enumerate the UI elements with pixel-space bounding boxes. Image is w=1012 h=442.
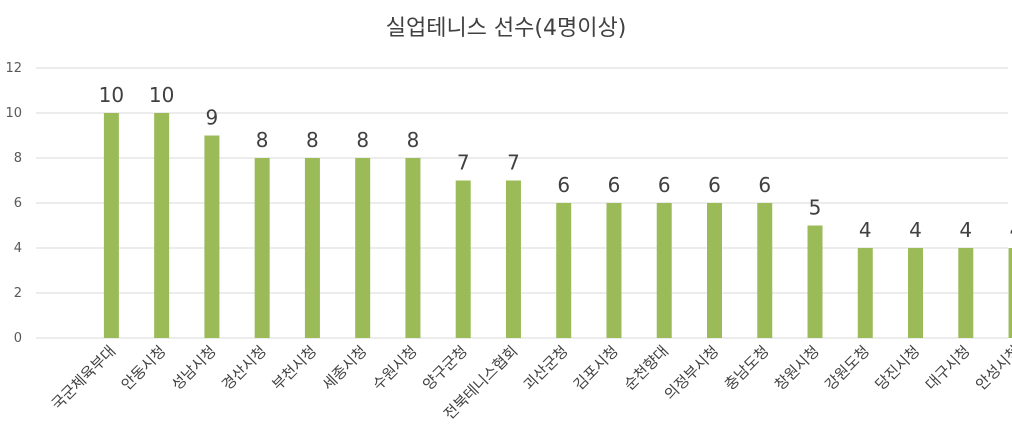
data-label: 6 (608, 173, 621, 197)
x-tick-label: 성남시청 (168, 342, 220, 394)
data-label: 8 (407, 128, 420, 152)
bar (355, 158, 371, 338)
data-label: 9 (206, 106, 219, 130)
bar (706, 203, 722, 338)
bar (455, 180, 471, 338)
x-tick-label: 충남도청 (721, 342, 773, 394)
y-tick-label: 12 (5, 61, 22, 76)
data-label: 4 (859, 218, 872, 242)
x-tick-label: 당진시청 (872, 342, 924, 394)
bar (807, 225, 823, 338)
data-label: 10 (149, 83, 174, 107)
y-tick-label: 6 (14, 196, 22, 211)
data-label: 6 (557, 173, 570, 197)
bars (103, 113, 1012, 338)
y-tick-label: 4 (14, 241, 22, 256)
gridlines (36, 67, 1008, 339)
bar (606, 203, 622, 338)
data-label: 4 (1010, 218, 1012, 242)
data-label: 4 (909, 218, 922, 242)
bar (204, 135, 220, 338)
bar (103, 113, 119, 338)
data-label: 6 (658, 173, 671, 197)
data-label: 8 (356, 128, 369, 152)
chart-title: 실업테니스 선수(4명이상) (385, 16, 627, 41)
data-label: 8 (256, 128, 269, 152)
x-tick-label: 세종시청 (319, 342, 371, 394)
bar (656, 203, 672, 338)
y-tick-label: 2 (14, 286, 22, 301)
x-axis-ticks: 국군체육부대안동시청성남시청경산시청부천시청세종시청수원시청양구군청전북테니스협… (48, 342, 1012, 423)
bar (958, 248, 974, 338)
bar (857, 248, 873, 338)
x-tick-label: 의정부시청 (661, 342, 723, 404)
data-label: 4 (959, 218, 972, 242)
bar (154, 113, 170, 338)
data-labels: 10 10 9 8 8 8 8 7 7 6 6 6 6 6 5 4 4 4 4 (99, 83, 1012, 242)
data-label: 7 (457, 151, 470, 175)
y-tick-label: 0 (14, 331, 22, 346)
x-tick-label: 안성시청 (972, 342, 1012, 394)
x-tick-label: 강원도청 (821, 342, 873, 394)
data-label: 7 (507, 151, 520, 175)
bar (1008, 248, 1012, 338)
data-label: 6 (708, 173, 721, 197)
data-label: 5 (809, 196, 822, 220)
x-tick-label: 부천시청 (268, 342, 320, 394)
bar (505, 180, 521, 338)
bar (405, 158, 421, 338)
x-tick-label: 수원시청 (369, 342, 421, 394)
x-tick-label: 김포시청 (570, 342, 622, 394)
x-tick-label: 경산시청 (218, 342, 270, 394)
x-tick-label: 국군체육부대 (48, 342, 119, 413)
x-tick-label: 대구시청 (922, 342, 974, 394)
bar (254, 158, 270, 338)
bar (908, 248, 924, 338)
x-tick-label: 창원시청 (771, 342, 823, 394)
y-tick-label: 8 (14, 151, 22, 166)
data-label: 6 (758, 173, 771, 197)
y-tick-label: 10 (5, 106, 22, 121)
data-label: 8 (306, 128, 319, 152)
x-tick-label: 괴산군청 (520, 342, 572, 394)
bar (556, 203, 572, 338)
x-tick-label: 안동시청 (118, 342, 170, 394)
bar (757, 203, 773, 338)
data-label: 10 (99, 83, 124, 107)
y-axis-ticks: 0 2 4 6 8 10 12 (5, 61, 22, 346)
bar (304, 158, 320, 338)
